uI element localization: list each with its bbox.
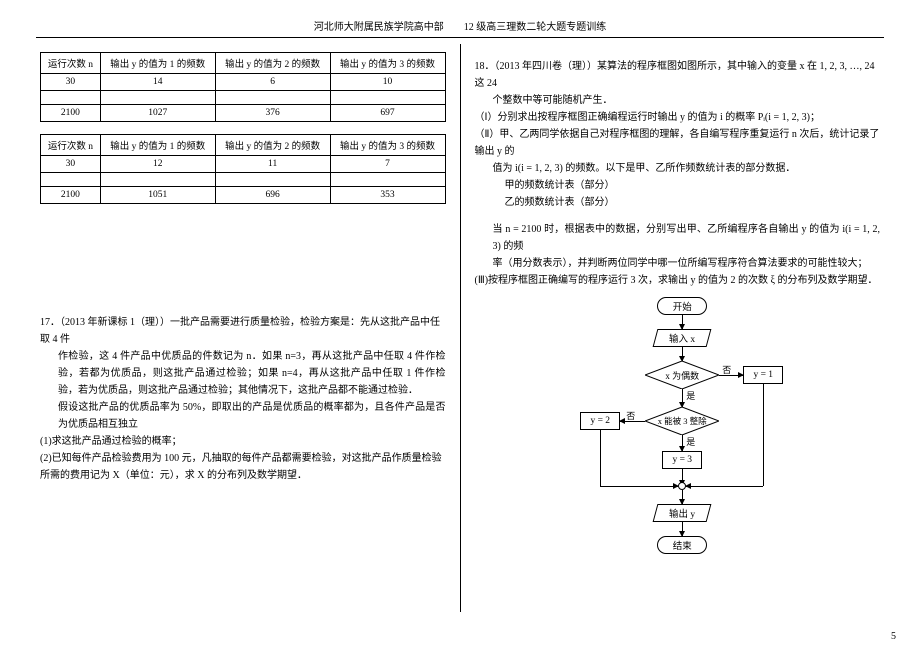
q18-p4: (Ⅲ)按程序框图正确编写的程序运行 3 次，求输出 y 的值为 2 的次数 ξ … — [475, 272, 881, 289]
q18-p3b: 率（用分数表示），并判断两位同学中哪一位所编写程序符合算法要求的可能性较大； — [493, 255, 881, 272]
fc-line — [763, 384, 764, 486]
t2-r1c3: 7 — [330, 156, 445, 173]
question-18: 18．（2013 年四川卷（理））某算法的程序框图如图所示，其中输入的变量 x … — [475, 58, 881, 289]
t2-h1: 输出 y 的值为 1 的频数 — [100, 135, 215, 156]
q18-p2b: 值为 i(i = 1, 2, 3) 的频数。以下是甲、乙所作频数统计表的部分数据… — [493, 160, 881, 177]
q17-sub2: (2)已知每件产品检验费用为 100 元，凡抽取的每件产品都需要检验，对这批产品… — [40, 450, 446, 484]
t1-r1c1: 14 — [100, 74, 215, 91]
t1-r1c2: 6 — [215, 74, 330, 91]
fc-start: 开始 — [657, 297, 707, 315]
question-17: 17．（2013 年新课标 1（理））一批产品需要进行质量检验，检验方案是：先从… — [40, 314, 446, 484]
fc-diamond-2: x 能被 3 整除 — [645, 407, 719, 435]
page-number: 5 — [891, 631, 896, 642]
q17-body2: 假设这批产品的优质品率为 50%，即取出的产品是优质品的概率都为，且各件产品是否… — [58, 399, 446, 433]
t2-h2: 输出 y 的值为 2 的频数 — [215, 135, 330, 156]
fc-line — [682, 347, 683, 361]
fc-diamond-1: x 为偶数 — [645, 361, 719, 389]
right-column: 18．（2013 年四川卷（理））某算法的程序框图如图所示，其中输入的变量 x … — [463, 52, 893, 612]
q18-p2c: 甲的频数统计表（部分） — [505, 177, 881, 194]
left-column: 运行次数 n 输出 y 的值为 1 的频数 输出 y 的值为 2 的频数 输出 … — [28, 52, 458, 612]
table-2: 运行次数 n 输出 y 的值为 1 的频数 输出 y 的值为 2 的频数 输出 … — [40, 134, 446, 204]
fc-line — [620, 421, 645, 422]
fc-label-yes2: 是 — [686, 435, 695, 448]
t1-h0: 运行次数 n — [41, 53, 101, 74]
q17-sub1: (1)求这批产品通过检验的概率； — [40, 433, 446, 450]
fc-label-yes1: 是 — [686, 389, 695, 402]
fc-line — [682, 315, 683, 329]
fc-line — [719, 375, 743, 376]
t1-r2c3: 697 — [330, 105, 445, 122]
fc-input: 输入 x — [653, 329, 712, 347]
t2-r2c0: 2100 — [41, 187, 101, 204]
fc-line — [682, 389, 683, 407]
t2-h0: 运行次数 n — [41, 135, 101, 156]
t1-r2c2: 376 — [215, 105, 330, 122]
fc-end: 结束 — [657, 536, 707, 554]
q18-p2: （Ⅱ）甲、乙两同学依据自己对程序框图的理解，各自编写程序重复运行 n 次后，统计… — [475, 126, 881, 160]
q18-p3: 当 n = 2100 时，根据表中的数据，分别写出甲、乙所编程序各自输出 y 的… — [493, 221, 881, 255]
t2-r1c0: 30 — [41, 156, 101, 173]
q17-head: 17．（2013 年新课标 1（理））一批产品需要进行质量检验，检验方案是：先从… — [40, 314, 446, 348]
column-divider — [460, 44, 461, 612]
q18-p1: （Ⅰ）分别求出按程序框图正确编程运行时输出 y 的值为 i 的概率 Pᵢ(i =… — [475, 109, 881, 126]
t1-h2: 输出 y 的值为 2 的频数 — [215, 53, 330, 74]
fc-line — [600, 430, 601, 486]
t1-h3: 输出 y 的值为 3 的频数 — [330, 53, 445, 74]
header-rule — [36, 37, 884, 38]
fc-y2: y = 2 — [580, 412, 620, 430]
fc-line — [682, 490, 683, 504]
t2-r2c2: 696 — [215, 187, 330, 204]
t1-r1c0: 30 — [41, 74, 101, 91]
fc-y3: y = 3 — [662, 451, 702, 469]
flowchart: 开始 输入 x x 为偶数 否 y = 1 是 — [562, 297, 792, 577]
table-1: 运行次数 n 输出 y 的值为 1 的频数 输出 y 的值为 2 的频数 输出 … — [40, 52, 446, 122]
t1-r1c3: 10 — [330, 74, 445, 91]
fc-line — [682, 435, 683, 451]
t2-r1c2: 11 — [215, 156, 330, 173]
t1-r2c1: 1027 — [100, 105, 215, 122]
q18-head: 18．（2013 年四川卷（理））某算法的程序框图如图所示，其中输入的变量 x … — [475, 58, 881, 92]
t2-r1c1: 12 — [100, 156, 215, 173]
fc-y1: y = 1 — [743, 366, 783, 384]
t2-r2c3: 353 — [330, 187, 445, 204]
fc-line — [682, 522, 683, 536]
fc-line — [686, 486, 763, 487]
q17-body: 作检验，这 4 件产品中优质品的件数记为 n．如果 n=3，再从这批产品中任取 … — [58, 348, 446, 399]
fc-output: 输出 y — [653, 504, 712, 522]
t1-r2c0: 2100 — [41, 105, 101, 122]
t1-h1: 输出 y 的值为 1 的频数 — [100, 53, 215, 74]
q18-head2: 个整数中等可能随机产生． — [493, 92, 881, 109]
t2-h3: 输出 y 的值为 3 的频数 — [330, 135, 445, 156]
t2-r2c1: 1051 — [100, 187, 215, 204]
q18-p2d: 乙的频数统计表（部分） — [505, 194, 881, 211]
page-header: 河北师大附属民族学院高中部 12 级高三理数二轮大题专题训练 — [28, 18, 892, 33]
fc-line — [600, 486, 678, 487]
